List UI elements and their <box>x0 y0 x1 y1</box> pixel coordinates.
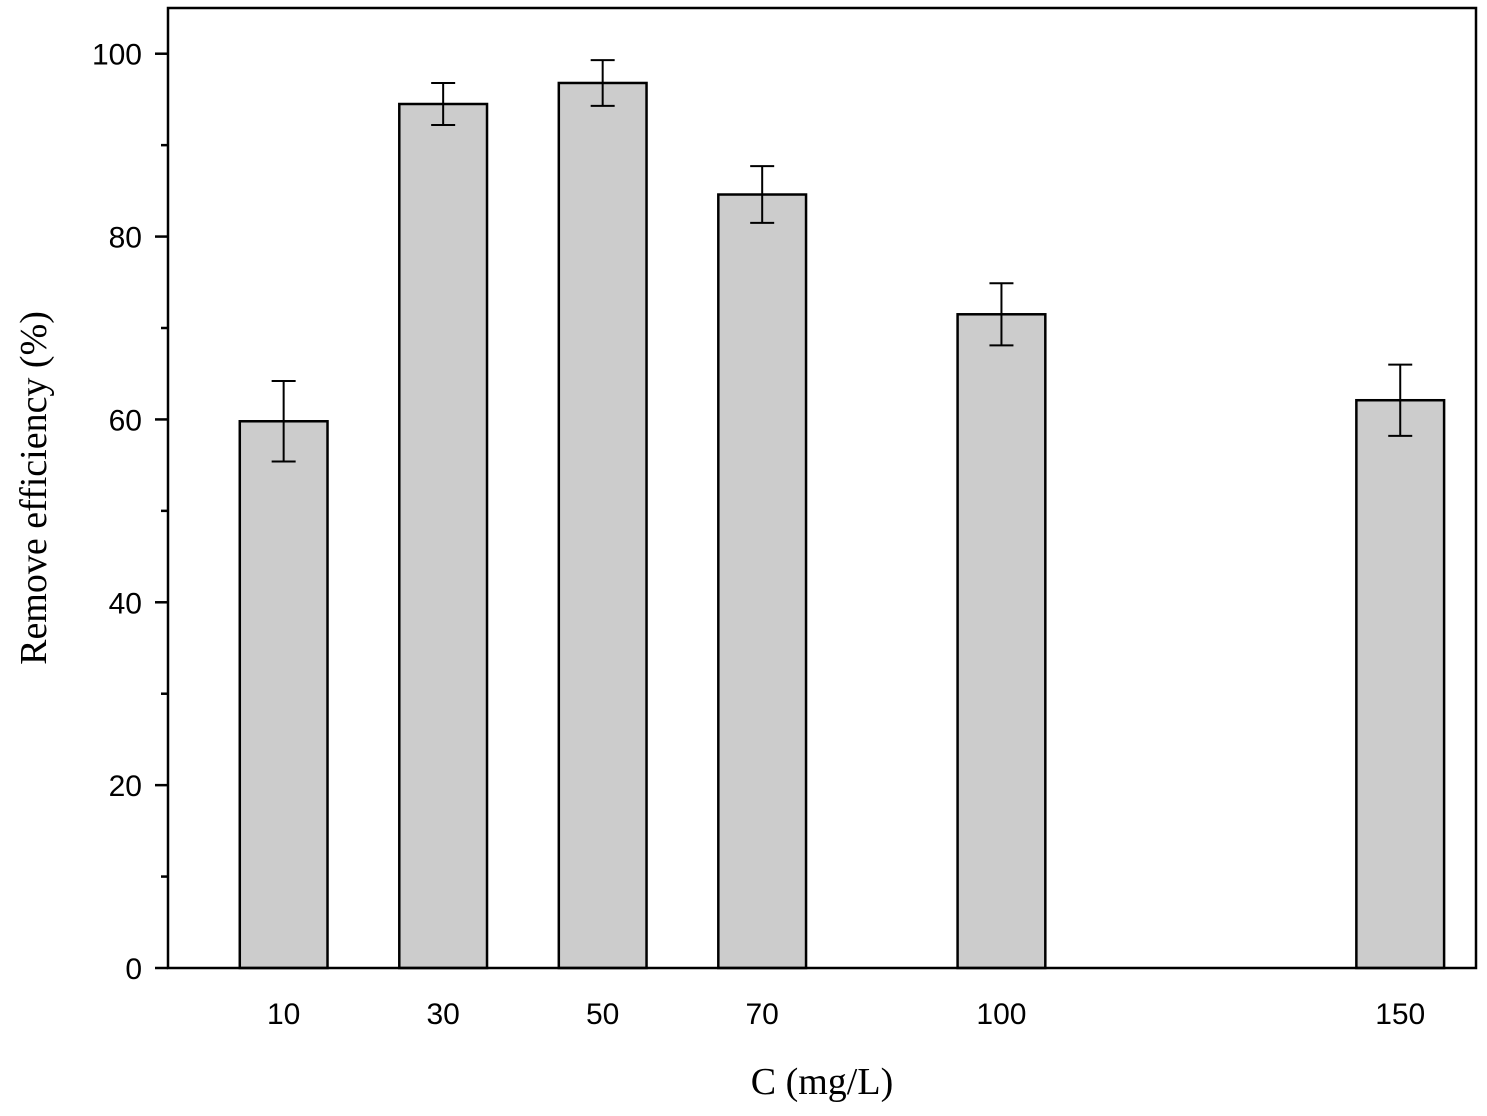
bar-50 <box>557 81 648 970</box>
y-tick-label: 20 <box>109 770 142 803</box>
x-tick-label: 70 <box>745 998 778 1031</box>
error-bars-layer <box>271 59 1413 463</box>
y-axis-ticks: 0 20 40 60 80 100 <box>92 39 168 986</box>
plot-frame <box>166 6 1478 970</box>
x-axis-ticks: 10 30 50 70 100 150 <box>267 998 1425 1031</box>
x-tick-label: 150 <box>1375 998 1425 1031</box>
y-tick-label: 60 <box>109 404 142 437</box>
x-tick-label: 50 <box>586 998 619 1031</box>
y-tick-label: 40 <box>109 587 142 620</box>
x-tick-label: 10 <box>267 998 300 1031</box>
y-tick-label: 0 <box>125 953 142 986</box>
bar-30 <box>398 102 489 970</box>
bar-150 <box>1355 398 1446 970</box>
y-tick-label: 80 <box>109 222 142 255</box>
x-tick-label: 100 <box>976 998 1026 1031</box>
y-axis-title: Remove efficiency (%) <box>13 311 55 665</box>
y-tick-label: 100 <box>92 39 142 72</box>
x-axis-title: C (mg/L) <box>751 1061 893 1103</box>
bar-100 <box>956 313 1047 970</box>
bar-70 <box>717 193 808 970</box>
x-tick-label: 30 <box>426 998 459 1031</box>
bar-10 <box>238 420 329 970</box>
bars-layer <box>238 81 1446 970</box>
